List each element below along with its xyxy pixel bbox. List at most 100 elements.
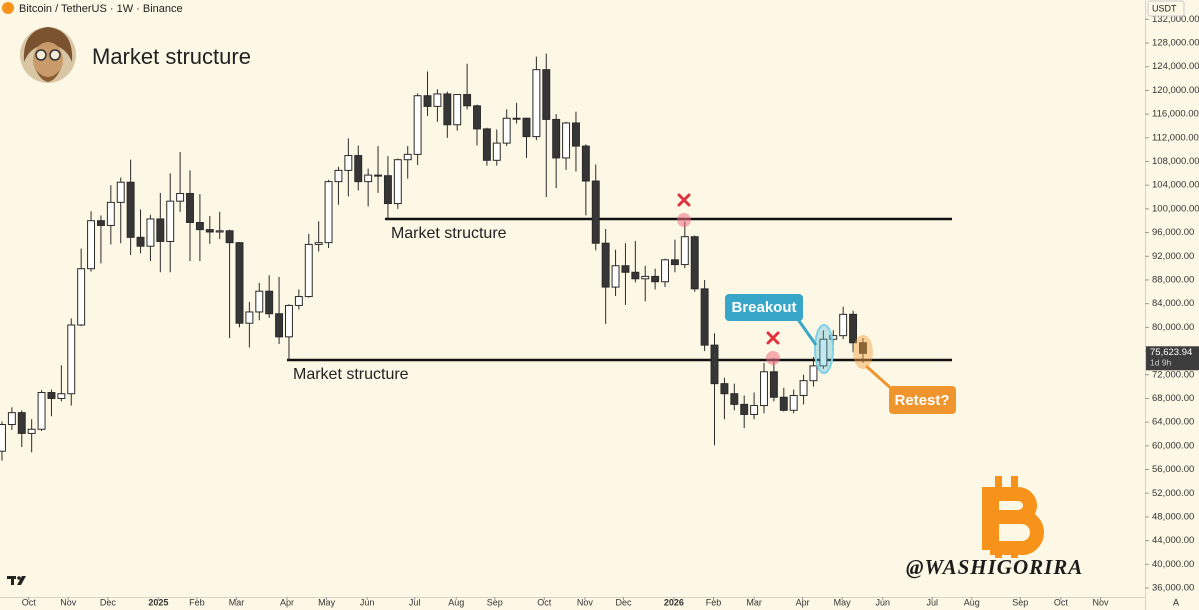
x-tick-label: May — [318, 597, 336, 607]
x-tick-label: Aug — [964, 597, 980, 607]
x-tick-label: Nov — [60, 597, 77, 607]
candle-body — [542, 69, 551, 120]
candle-body — [492, 142, 501, 161]
candle-body — [631, 271, 640, 280]
y-tick-label: 80,000.00 — [1152, 322, 1194, 333]
y-tick-label: 36,000.00 — [1152, 583, 1194, 594]
candle-body — [651, 275, 660, 283]
y-tick-label: 92,000.00 — [1152, 251, 1194, 262]
candle-body — [47, 392, 56, 399]
candle-body — [324, 181, 333, 244]
level-label: Market structure — [293, 366, 409, 383]
x-tick-label: Jun — [875, 597, 890, 607]
x-tick-label: 2025 — [148, 597, 168, 607]
y-tick-label: 104,000.00 — [1152, 180, 1199, 191]
x-tick-label: Sep — [1012, 597, 1028, 607]
candle-body — [57, 393, 66, 399]
candle-body — [611, 265, 620, 288]
candle-body — [364, 174, 373, 183]
y-tick-label: 112,000.00 — [1152, 132, 1199, 143]
candle-body — [265, 290, 274, 315]
candle-body — [750, 405, 759, 415]
candle-body — [205, 229, 214, 233]
y-tick-label: 84,000.00 — [1152, 298, 1194, 309]
candle-body — [779, 396, 788, 411]
candle-body — [294, 296, 303, 306]
candle-body — [156, 218, 165, 242]
x-tick-label: Oct — [537, 597, 552, 607]
x-tick-label: Apr — [280, 597, 294, 607]
candle-body — [581, 145, 590, 182]
candle-body — [354, 155, 363, 183]
y-tick-label: 124,000.00 — [1152, 61, 1199, 72]
candle-body — [96, 220, 105, 226]
levels: Market structure Market structure — [286, 217, 953, 383]
rejection-markers — [677, 193, 780, 365]
candle-body — [166, 200, 175, 242]
candle-body — [532, 69, 541, 138]
x-tick-label: Oct — [1054, 597, 1069, 607]
candle-body — [423, 95, 432, 107]
symbol: Bitcoin / TetherUS · 1W · Binance — [19, 3, 183, 15]
x-tick-label: May — [834, 597, 852, 607]
candle-body — [670, 259, 679, 266]
candle-body — [186, 192, 194, 224]
x-tick-label: Jun — [360, 597, 375, 607]
x-tick-label: Mar — [229, 597, 245, 607]
y-tick-label: 120,000.00 — [1152, 85, 1199, 96]
candle-body — [77, 268, 86, 326]
candle-body — [116, 181, 125, 203]
scale-mode[interactable]: A — [1173, 597, 1179, 607]
x-tick-label: Nov — [577, 597, 594, 607]
candles — [0, 53, 867, 461]
x-tick-label: Aug — [448, 597, 464, 607]
candle-body — [255, 290, 264, 313]
x-tick-label: Dec — [615, 597, 632, 607]
currency-box[interactable] — [1147, 0, 1185, 17]
y-tick-label: 64,000.00 — [1152, 417, 1194, 428]
candle-body — [37, 392, 46, 430]
candle-body — [522, 117, 531, 138]
candle-body — [27, 428, 36, 434]
candle-body — [393, 159, 402, 205]
candle-body — [710, 344, 719, 385]
retest-callout: Retest? — [853, 335, 956, 414]
candle-body — [680, 236, 689, 266]
candle-body — [245, 311, 254, 324]
candle-body — [106, 201, 115, 226]
candle-body — [453, 94, 462, 126]
candle-body — [126, 181, 135, 238]
symbol-icon — [2, 2, 14, 14]
x-tick-label: Mar — [746, 597, 762, 607]
candle-body — [572, 122, 580, 147]
candle-body — [621, 265, 630, 273]
candle-body — [17, 412, 26, 434]
candle-body — [789, 394, 798, 411]
candle-body — [849, 313, 858, 344]
candle-body — [235, 242, 244, 324]
candle-body — [482, 128, 491, 161]
bitcoin-logo — [982, 476, 1044, 558]
candle-body — [661, 259, 669, 283]
candle-body — [314, 242, 323, 245]
candle-body — [799, 380, 808, 396]
y-tick-label: 56,000.00 — [1152, 464, 1194, 475]
candle-body — [344, 155, 353, 171]
candle-body — [839, 313, 848, 337]
candle-body — [383, 175, 392, 205]
candle-body — [0, 424, 6, 452]
candle-body — [304, 243, 313, 298]
candle-body — [740, 403, 749, 415]
x-tick-label: Feb — [706, 597, 722, 607]
x-tick-label: 2026 — [664, 597, 684, 607]
candle-body — [562, 122, 571, 159]
avatar — [20, 27, 76, 83]
candle-body — [176, 192, 185, 202]
x-tick-label: Feb — [189, 597, 205, 607]
candle-body — [690, 236, 699, 290]
